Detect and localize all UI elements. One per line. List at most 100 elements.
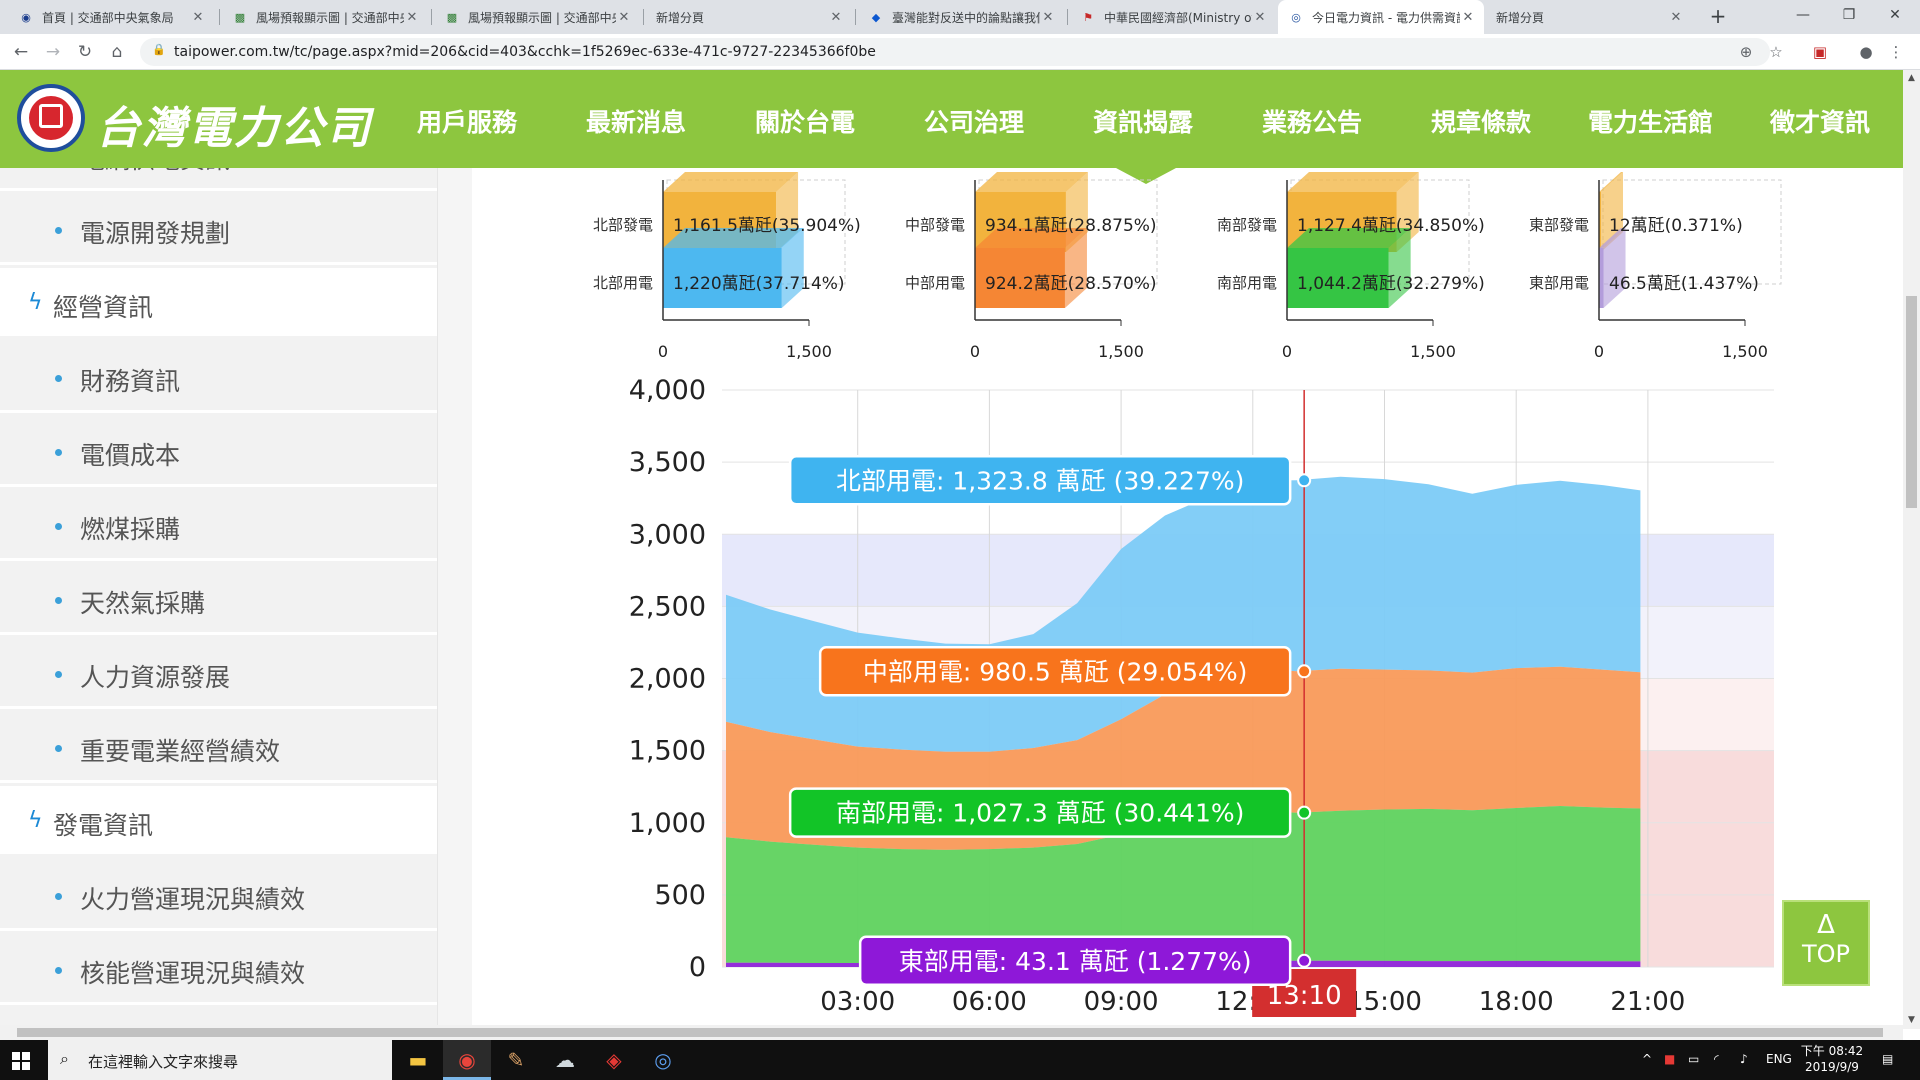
reload-icon[interactable]: ↻ bbox=[77, 42, 93, 62]
sidebar-item-hr[interactable]: 人力資源發展 bbox=[0, 638, 437, 709]
bullet-icon bbox=[55, 671, 62, 678]
close-tab-icon[interactable]: ✕ bbox=[192, 9, 204, 25]
nav-disclosure[interactable]: 資訊揭露 bbox=[1093, 108, 1194, 137]
url-text[interactable]: taipower.com.tw/tc/page.aspx?mid=206&cid… bbox=[174, 44, 876, 60]
menu-kebab-icon[interactable]: ⋮ bbox=[1888, 43, 1904, 61]
flag-icon: ⚑ bbox=[1083, 10, 1093, 24]
y-tick-label: 4,000 bbox=[629, 375, 706, 406]
sidebar-category-operations[interactable]: ϟ 經營資訊 bbox=[0, 268, 437, 339]
lightning-icon: ϟ bbox=[28, 808, 43, 833]
logo-text[interactable]: 台灣電力公司 bbox=[96, 103, 372, 154]
new-tab-button[interactable]: + bbox=[1709, 4, 1727, 28]
address-bar[interactable]: 🔒 taipower.com.tw/tc/page.aspx?mid=206&c… bbox=[140, 38, 1783, 66]
nav-regulations[interactable]: 規章條款 bbox=[1431, 108, 1532, 137]
sidebar-item-gas[interactable]: 天然氣採購 bbox=[0, 564, 437, 635]
language-indicator[interactable]: ENG bbox=[1766, 1052, 1792, 1066]
security-icon[interactable]: ■ bbox=[1664, 1052, 1676, 1066]
nav-power-life[interactable]: 電力生活館 bbox=[1588, 108, 1714, 137]
nav-user-services[interactable]: 用戶服務 bbox=[417, 108, 518, 137]
browser-toolbar: ← → ↻ ⌂ 🔒 taipower.com.tw/tc/page.aspx?m… bbox=[0, 34, 1920, 70]
bar-tick-label: 0 bbox=[1594, 342, 1604, 361]
close-tab-icon[interactable]: ✕ bbox=[618, 9, 630, 25]
sidebar-category-generation[interactable]: ϟ 發電資訊 bbox=[0, 786, 437, 857]
forward-icon[interactable]: → bbox=[45, 42, 61, 62]
close-tab-icon[interactable]: ✕ bbox=[1670, 9, 1682, 25]
back-to-top-button[interactable]: Δ TOP bbox=[1782, 900, 1870, 986]
taipower-logo-icon[interactable] bbox=[17, 84, 85, 152]
vertical-scrollbar[interactable]: ▲ ▼ bbox=[1903, 70, 1920, 1029]
volume-icon[interactable]: ♪ bbox=[1740, 1052, 1748, 1066]
app-icon[interactable]: ☁ bbox=[555, 1048, 575, 1072]
scroll-thumb[interactable] bbox=[17, 1028, 1883, 1037]
back-icon[interactable]: ← bbox=[13, 42, 29, 62]
browser-tab[interactable]: ▩ 風場預報顯示圖 | 交通部中央氣象局 ✕ bbox=[222, 0, 428, 34]
browser-tab[interactable]: ◆ 臺灣能對反送中的論點讓我們 ✕ bbox=[858, 0, 1064, 34]
y-tick-label: 2,000 bbox=[629, 664, 706, 695]
close-tab-icon[interactable]: ✕ bbox=[1254, 9, 1266, 25]
tray-chevron-icon[interactable]: ^ bbox=[1642, 1052, 1653, 1066]
app-icon[interactable]: ◈ bbox=[606, 1048, 622, 1072]
close-tab-icon[interactable]: ✕ bbox=[1462, 9, 1474, 25]
sidebar-item-price-cost[interactable]: 電價成本 bbox=[0, 416, 437, 487]
close-tab-icon[interactable]: ✕ bbox=[1042, 9, 1054, 25]
scroll-down-icon[interactable]: ▼ bbox=[1908, 1015, 1915, 1025]
horizontal-scrollbar[interactable] bbox=[0, 1025, 1903, 1040]
bookmark-star-icon[interactable]: ☆ bbox=[1769, 43, 1783, 61]
battery-icon[interactable]: ▭ bbox=[1688, 1052, 1700, 1066]
nav-careers[interactable]: 徵才資訊 bbox=[1770, 108, 1871, 137]
use-bar-side bbox=[781, 228, 804, 308]
nav-announcements[interactable]: 業務公告 bbox=[1262, 108, 1363, 137]
profile-avatar-icon[interactable]: ● bbox=[1859, 43, 1873, 61]
minimize-button[interactable]: — bbox=[1796, 7, 1810, 23]
nav-governance[interactable]: 公司治理 bbox=[924, 108, 1025, 137]
windows-start-icon[interactable] bbox=[12, 1052, 30, 1070]
app-icon[interactable]: ◎ bbox=[654, 1048, 672, 1072]
sidebar-item-finance[interactable]: 財務資訊 bbox=[0, 342, 437, 413]
extension-icon[interactable]: ▣ bbox=[1812, 43, 1828, 61]
browser-tab[interactable]: ◉ 首頁 | 交通部中央氣象局 ✕ bbox=[8, 0, 214, 34]
bullet-icon bbox=[55, 967, 62, 974]
sidebar-item-performance[interactable]: 重要電業經營績效 bbox=[0, 712, 437, 783]
wifi-icon[interactable]: ◜ bbox=[1714, 1052, 1719, 1066]
browser-tab[interactable]: 新增分頁 ✕ bbox=[646, 0, 852, 34]
series-tooltip-text: 北部用電: 1,323.8 萬瓩 (39.227%) bbox=[836, 466, 1244, 495]
sidebar-gutter bbox=[437, 168, 472, 1029]
browser-tab[interactable]: ⚑ 中華民國經濟部(Ministry of ✕ bbox=[1070, 0, 1276, 34]
chrome-icon[interactable]: ◉ bbox=[443, 1040, 491, 1080]
use-bar-side bbox=[1388, 228, 1411, 308]
close-tab-icon[interactable]: ✕ bbox=[406, 9, 418, 25]
use-bar bbox=[1599, 248, 1604, 308]
y-tick-label: 3,500 bbox=[629, 447, 706, 478]
sidebar-item-power-development[interactable]: 電源開發規劃 bbox=[0, 194, 437, 265]
scroll-thumb[interactable] bbox=[1906, 296, 1917, 508]
sidebar-item-thermal[interactable]: 火力營運現況與績效 bbox=[0, 860, 437, 931]
nav-news[interactable]: 最新消息 bbox=[586, 108, 687, 137]
tab-separator bbox=[855, 9, 856, 25]
close-tab-icon[interactable]: ✕ bbox=[830, 9, 842, 25]
browser-tab-active[interactable]: ◎ 今日電力資訊 - 電力供需資訊 ✕ bbox=[1278, 0, 1484, 34]
browser-tab[interactable]: 新增分頁 ✕ bbox=[1486, 0, 1692, 34]
use-bar-top bbox=[1287, 228, 1411, 248]
taskbar-search-box[interactable]: ⌕ 在這裡輸入文字來搜尋 bbox=[48, 1040, 392, 1080]
clock-date: 2019/9/9 bbox=[1805, 1060, 1859, 1074]
sidebar-item-grid-supply[interactable]: 電網供電資訊 bbox=[0, 168, 437, 191]
series-tooltip-text: 東部用電: 43.1 萬瓩 (1.277%) bbox=[899, 947, 1252, 976]
use-bar-side bbox=[1064, 228, 1087, 308]
file-explorer-icon[interactable]: ▬ bbox=[408, 1048, 428, 1072]
home-icon[interactable]: ⌂ bbox=[111, 42, 123, 62]
close-window-button[interactable]: ✕ bbox=[1889, 7, 1901, 23]
search-icon: ⌕ bbox=[60, 1049, 69, 1068]
restore-button[interactable]: ❐ bbox=[1842, 7, 1856, 23]
scroll-up-icon[interactable]: ▲ bbox=[1908, 73, 1915, 83]
app-icon[interactable]: ✎ bbox=[507, 1048, 525, 1072]
notification-icon[interactable]: ▤ bbox=[1882, 1052, 1894, 1066]
gen-bar-top bbox=[975, 172, 1088, 192]
sidebar-item-nuclear[interactable]: 核能營運現況與績效 bbox=[0, 934, 437, 1005]
nav-about[interactable]: 關於台電 bbox=[755, 108, 856, 137]
taskbar-clock[interactable]: 下午 08:42 2019/9/9 bbox=[1798, 1043, 1866, 1075]
area-series-南部用電 bbox=[726, 806, 1641, 964]
zoom-icon[interactable]: ⊕ bbox=[1739, 43, 1753, 61]
sidebar-item-coal[interactable]: 燃煤採購 bbox=[0, 490, 437, 561]
browser-tab[interactable]: ▩ 風場預報顯示圖 | 交通部中央氣象局 ✕ bbox=[434, 0, 640, 34]
bullet-icon bbox=[55, 227, 62, 234]
